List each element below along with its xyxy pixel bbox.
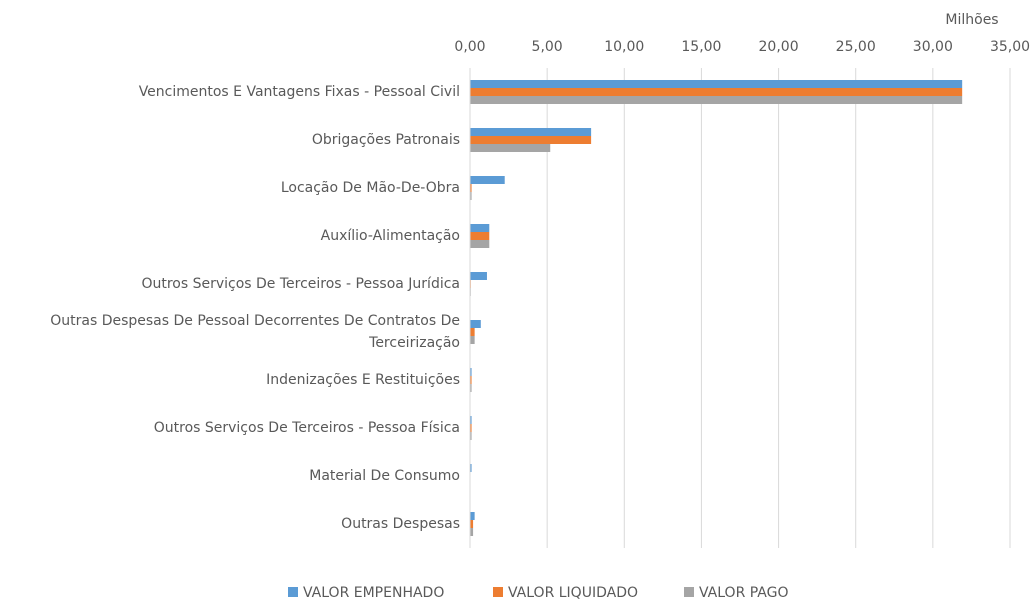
legend-swatch	[288, 587, 298, 597]
bar	[470, 424, 472, 432]
bar	[470, 184, 472, 192]
bar	[470, 128, 592, 136]
category-label-box: Indenizações E Restituições	[266, 372, 460, 388]
bar	[470, 272, 487, 280]
bar	[470, 224, 490, 232]
category-label-box: Outras Despesas	[341, 516, 460, 532]
y-tick-label: Locação De Mão-De-Obra	[280, 180, 460, 196]
category-label-box: Material De Consumo	[309, 468, 460, 484]
bar	[470, 376, 472, 384]
bar	[470, 144, 551, 152]
bar	[470, 520, 474, 528]
bar	[470, 528, 474, 536]
legend-swatch	[684, 587, 694, 597]
legend-swatch	[493, 587, 503, 597]
bar	[470, 336, 475, 344]
category-label-box: Locação De Mão-De-Obra	[280, 180, 460, 196]
y-tick-label: Vencimentos E Vantagens Fixas - Pessoal …	[138, 84, 460, 100]
legend-label: VALOR PAGO	[699, 585, 789, 601]
bar	[470, 80, 963, 88]
x-tick-label: 15,00	[681, 39, 721, 55]
category-label-box: Outras Despesas De Pessoal Decorrentes D…	[50, 313, 460, 351]
bar	[470, 464, 472, 472]
y-tick-label: Obrigações Patronais	[311, 132, 460, 148]
y-tick-label: Outras Despesas	[341, 516, 460, 532]
category-label-box: Obrigações Patronais	[311, 132, 460, 148]
bar	[470, 328, 475, 336]
y-tick-label: Material De Consumo	[309, 468, 460, 484]
bar	[470, 192, 472, 200]
legend-label: VALOR LIQUIDADO	[508, 585, 638, 601]
y-tick-label: Outros Serviços De Terceiros - Pessoa Ju…	[141, 276, 460, 292]
x-tick-label: 5,00	[532, 39, 563, 55]
x-tick-label: 10,00	[604, 39, 644, 55]
bar	[470, 368, 472, 376]
legend-label: VALOR EMPENHADO	[303, 585, 444, 601]
x-tick-label: 30,00	[913, 39, 953, 55]
category-label-box: Outros Serviços De Terceiros - Pessoa Ju…	[141, 276, 460, 292]
y-tick-label: Auxílio-Alimentação	[320, 228, 460, 244]
bar	[470, 384, 472, 392]
category-label-box: Outros Serviços De Terceiros - Pessoa Fí…	[153, 420, 460, 436]
bar	[470, 240, 490, 248]
bar	[470, 176, 505, 184]
x-tick-label: 25,00	[836, 39, 876, 55]
y-tick-label: Outros Serviços De Terceiros - Pessoa Fí…	[153, 420, 460, 436]
x-tick-label: 20,00	[759, 39, 799, 55]
bar	[470, 96, 963, 104]
y-tick-label: Outras Despesas De Pessoal Decorrentes D…	[50, 313, 460, 351]
category-label-box: Vencimentos E Vantagens Fixas - Pessoal …	[138, 84, 460, 100]
bar	[470, 432, 472, 440]
x-tick-label: 35,00	[990, 39, 1030, 55]
axis-unit: Milhões	[945, 12, 998, 28]
bar	[470, 512, 475, 520]
y-tick-label: Indenizações E Restituições	[266, 372, 460, 388]
bar	[470, 136, 592, 144]
bar	[470, 88, 963, 96]
bar	[470, 416, 472, 424]
category-label-box: Auxílio-Alimentação	[320, 228, 460, 244]
bar	[470, 232, 490, 240]
bar	[470, 320, 481, 328]
x-tick-label: 0,00	[454, 39, 485, 55]
